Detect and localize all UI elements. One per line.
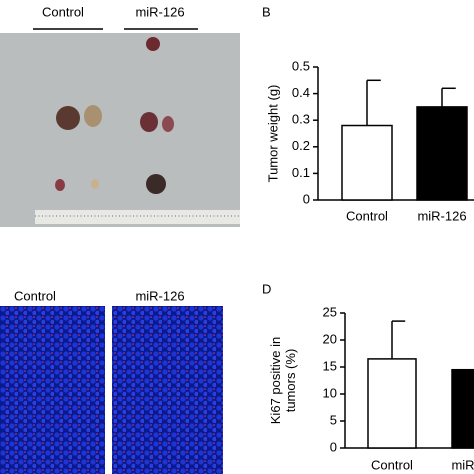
group-label: miR-126 <box>135 4 184 19</box>
y-tick-label: 0 <box>330 439 337 454</box>
y-tick-label: 20 <box>323 331 337 346</box>
x-tick-label: miR-126 <box>451 457 474 472</box>
tumor-photo <box>0 33 240 227</box>
x-tick-label: miR-126 <box>417 208 466 223</box>
y-tick-label: 0.1 <box>292 165 310 180</box>
y-axis-label: Ki67 positive in <box>268 337 283 424</box>
y-tick-label: 5 <box>330 412 337 427</box>
tumors <box>35 37 240 224</box>
group-label: Control <box>42 4 84 19</box>
y-tick-label: 0.5 <box>292 58 310 73</box>
y-tick-label: 15 <box>323 358 337 373</box>
y-tick-label: 0 <box>303 191 310 206</box>
ki67-image <box>112 306 223 474</box>
y-tick-label: 0.2 <box>292 138 310 153</box>
group-label: Control <box>14 288 56 303</box>
ki67-image <box>0 306 105 474</box>
group-label: miR-126 <box>135 288 184 303</box>
y-tick-label: 0.3 <box>292 112 310 127</box>
panel-letter: D <box>262 281 271 296</box>
y-tick-label: 10 <box>323 385 337 400</box>
bar <box>416 106 468 201</box>
y-axis-label: tumors (%) <box>283 349 298 413</box>
y-axis-label: Tumor weight (g) <box>265 85 280 183</box>
x-tick-label: Control <box>371 457 413 472</box>
y-tick-label: 0.4 <box>292 85 310 100</box>
panel-letter: B <box>262 4 271 19</box>
bar <box>341 124 393 201</box>
bar <box>451 368 474 449</box>
bar <box>367 358 417 449</box>
y-tick-label: 25 <box>323 304 337 319</box>
x-tick-label: Control <box>346 208 388 223</box>
